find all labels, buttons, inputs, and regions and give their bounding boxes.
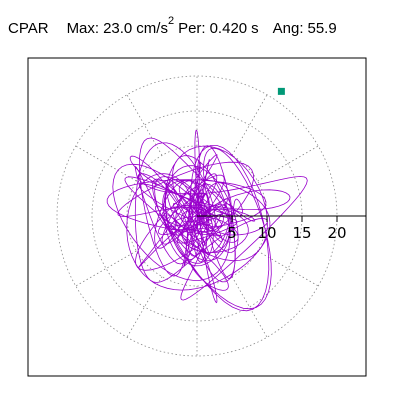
radial-tick-label-10: 10 <box>257 224 276 242</box>
radial-tick-label-20: 20 <box>327 224 346 242</box>
per-value: 0.420 <box>209 20 248 37</box>
ang-label: Ang: <box>272 20 304 37</box>
max-unit: cm/s2 <box>136 15 175 37</box>
station-code: CPAR <box>8 20 49 37</box>
grid-spoke-300 <box>231 276 268 338</box>
max-marker <box>277 87 285 95</box>
grid-spoke-120 <box>126 94 163 156</box>
radial-tick-label-5: 5 <box>227 224 237 242</box>
grid-spoke-330 <box>257 250 319 287</box>
grid-spoke-210 <box>75 250 137 287</box>
per-unit: s <box>251 20 259 37</box>
max-label: Max: <box>66 20 100 37</box>
max-value: 23.0 <box>103 20 133 37</box>
radial-axis: 5 10 15 20 <box>197 215 366 242</box>
trace-layer <box>106 129 308 312</box>
per-label: Per: <box>178 20 206 37</box>
header: CPAR Max: 23.0 cm/s2 Per: 0.420 s Ang: 5… <box>8 15 337 37</box>
motion-trace <box>106 129 308 312</box>
plot-frame <box>27 57 367 377</box>
grid-spoke-240 <box>126 276 163 338</box>
radial-tick-label-15: 15 <box>292 224 311 242</box>
max-unit-exponent: 2 <box>167 15 175 27</box>
ang-value: 55.9 <box>307 20 337 37</box>
